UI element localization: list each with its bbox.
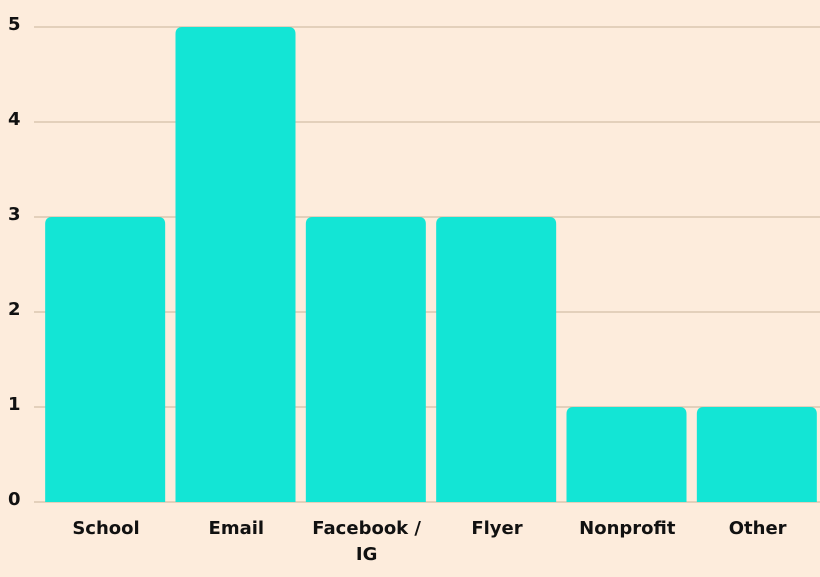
x-tick-label: School: [72, 518, 140, 539]
y-tick-label: 5: [8, 14, 21, 35]
bar: [436, 217, 557, 502]
y-tick-label: 1: [8, 394, 21, 415]
y-tick-label: 2: [8, 299, 21, 320]
y-tick-label: 3: [8, 204, 21, 225]
x-tick-label: Nonprofit: [579, 518, 676, 539]
bar: [566, 407, 687, 502]
bar: [45, 217, 166, 502]
y-tick-label: 4: [8, 109, 21, 130]
bar: [175, 27, 296, 502]
bar: [696, 407, 817, 502]
x-tick-label: Facebook / IG: [312, 518, 421, 565]
y-tick-label: 0: [8, 489, 21, 510]
x-tick-label: Other: [728, 518, 787, 539]
x-tick-label: Flyer: [471, 518, 523, 539]
x-tick-label: Email: [208, 518, 265, 539]
bar: [305, 217, 426, 502]
